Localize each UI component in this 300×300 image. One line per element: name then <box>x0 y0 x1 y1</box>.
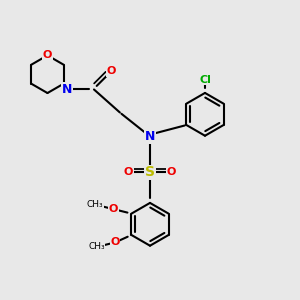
Text: N: N <box>61 82 72 96</box>
Text: O: O <box>107 66 116 76</box>
Text: CH₃: CH₃ <box>87 200 104 209</box>
Text: O: O <box>110 237 120 248</box>
Text: S: S <box>145 165 155 179</box>
Text: O: O <box>124 167 133 177</box>
Text: CH₃: CH₃ <box>88 242 105 251</box>
Text: N: N <box>61 82 72 96</box>
Text: O: O <box>167 167 176 177</box>
Text: N: N <box>145 130 155 143</box>
Text: O: O <box>109 204 118 214</box>
Text: O: O <box>43 50 52 60</box>
Text: Cl: Cl <box>199 75 211 85</box>
